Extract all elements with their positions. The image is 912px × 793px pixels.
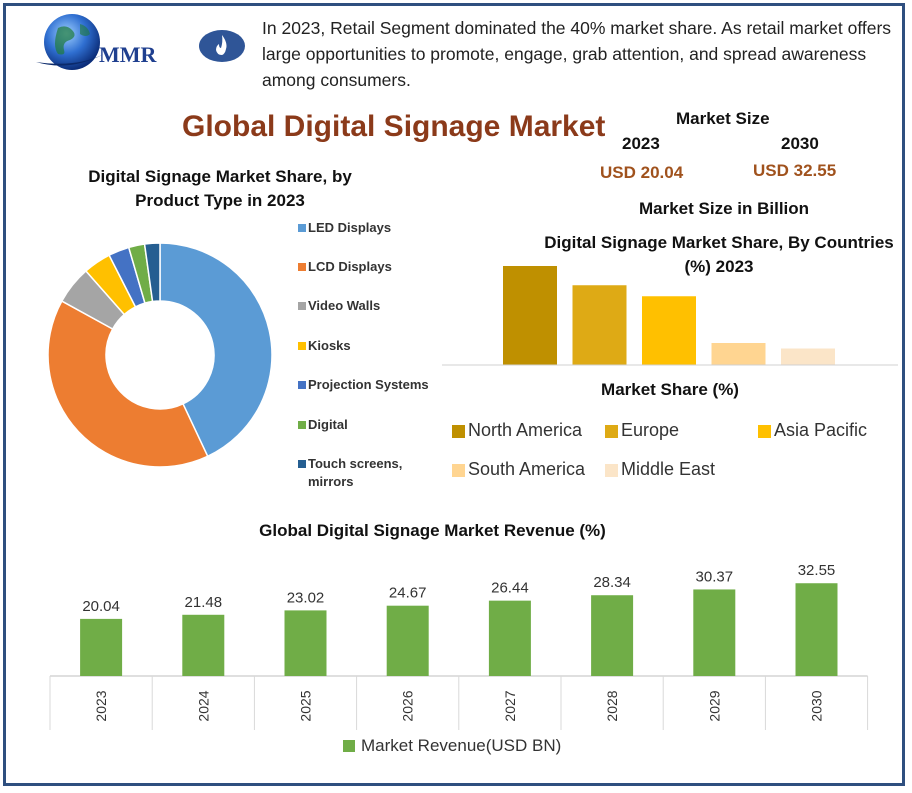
market-size-value-2030: USD 32.55 bbox=[753, 161, 837, 180]
donut-legend-label-led-displays: LED Displays bbox=[308, 220, 392, 235]
revenue-data-label-2023: 20.04 bbox=[82, 598, 120, 615]
revenue-tick-label-2028: 2028 bbox=[604, 690, 620, 721]
donut-chart-title: Digital Signage Market Share, by Product… bbox=[88, 167, 352, 210]
revenue-bar-2030 bbox=[795, 583, 838, 676]
donut-legend-label-video-walls: Video Walls bbox=[308, 298, 381, 313]
donut-legend-label-digital: Digital bbox=[308, 417, 348, 432]
donut-legend-swatch-kiosks bbox=[298, 342, 306, 350]
donut-legend-swatch-video-walls bbox=[298, 302, 306, 310]
market-size-year-2030: 2030 bbox=[781, 134, 819, 153]
donut-legend-swatch-led-displays bbox=[298, 224, 306, 232]
donut-legend-swatch-projection-systems bbox=[298, 381, 306, 389]
country-legend-swatch-europe bbox=[605, 425, 618, 438]
intro-text: In 2023, Retail Segment dominated the 40… bbox=[262, 18, 892, 90]
country-bar-north-america bbox=[503, 266, 557, 365]
donut-legend-swatch-lcd-displays bbox=[298, 263, 306, 271]
donut-slice-touch-screens-mirrors bbox=[143, 242, 161, 303]
revenue-data-label-2029: 30.37 bbox=[696, 568, 734, 585]
revenue-legend-swatch bbox=[343, 740, 355, 752]
country-bar-south-america bbox=[711, 343, 766, 365]
donut-slice-lcd-displays bbox=[47, 300, 209, 468]
revenue-tick-label-2024: 2024 bbox=[195, 690, 211, 721]
country-legend-label-south-america: South America bbox=[468, 459, 586, 479]
flame-icon bbox=[199, 30, 245, 62]
revenue-tick-label-2023: 2023 bbox=[93, 690, 109, 721]
revenue-tick-label-2025: 2025 bbox=[298, 690, 314, 721]
globe-logo-icon bbox=[36, 14, 104, 70]
revenue-tick-label-2026: 2026 bbox=[400, 690, 416, 721]
revenue-bar-chart: 20.04 2023 21.48 2024 23.02 2025 24.67 2026 26.4… bbox=[49, 562, 869, 730]
country-legend-swatch-north-america bbox=[452, 425, 465, 438]
country-legend-swatch-south-america bbox=[452, 464, 465, 477]
revenue-data-label-2028: 28.34 bbox=[593, 574, 631, 591]
revenue-bar-2025 bbox=[284, 610, 327, 676]
revenue-data-label-2026: 24.67 bbox=[389, 585, 427, 602]
country-legend-label-asia-pacific: Asia Pacific bbox=[774, 420, 868, 440]
revenue-bar-2029 bbox=[693, 589, 736, 676]
donut-legend-label-kiosks: Kiosks bbox=[308, 338, 351, 353]
infographic-frame bbox=[3, 3, 905, 786]
country-bar-middle-east bbox=[781, 348, 835, 365]
main-title: Global Digital Signage Market bbox=[182, 110, 606, 143]
revenue-chart-title: Global Digital Signage Market Revenue (%… bbox=[259, 521, 606, 540]
market-size-year-2023: 2023 bbox=[622, 134, 660, 153]
revenue-tick-label-2030: 2030 bbox=[809, 690, 825, 721]
country-legend-label-north-america: North America bbox=[468, 420, 583, 440]
donut-legend-label-touch-screens-mirrors: Touch screens, mirrors bbox=[308, 456, 403, 489]
market-size-title: Market Size bbox=[676, 109, 770, 128]
donut-legend-swatch-touch-screens-mirrors bbox=[298, 460, 306, 468]
revenue-tick-label-2027: 2027 bbox=[502, 690, 518, 721]
donut-slice-led-displays bbox=[159, 242, 273, 458]
country-bar-asia-pacific bbox=[642, 296, 696, 365]
logo-text: MMR bbox=[99, 42, 157, 67]
revenue-tick-label-2029: 2029 bbox=[706, 690, 722, 721]
revenue-data-label-2024: 21.48 bbox=[185, 594, 223, 611]
revenue-bar-2023 bbox=[80, 618, 123, 676]
revenue-bar-2028 bbox=[591, 595, 634, 676]
country-bar-chart bbox=[442, 266, 898, 366]
country-chart-xlabel: Market Share (%) bbox=[601, 380, 739, 399]
revenue-data-label-2025: 23.02 bbox=[287, 589, 325, 606]
country-legend-swatch-asia-pacific bbox=[758, 425, 771, 438]
country-legend-label-europe: Europe bbox=[621, 420, 680, 440]
donut-legend-label-lcd-displays: LCD Displays bbox=[308, 259, 392, 274]
country-chart-title: Digital Signage Market Share, By Countri… bbox=[544, 233, 894, 276]
revenue-bar-2026 bbox=[386, 605, 429, 676]
donut-chart bbox=[47, 242, 273, 468]
revenue-bar-2024 bbox=[182, 614, 225, 676]
country-bar-europe bbox=[572, 285, 627, 365]
revenue-bar-2027 bbox=[488, 600, 531, 676]
donut-legend-label-projection-systems: Projection Systems bbox=[308, 377, 429, 392]
revenue-data-label-2027: 26.44 bbox=[491, 580, 529, 597]
revenue-legend-label: Market Revenue(USD BN) bbox=[361, 736, 562, 755]
market-size-caption: Market Size in Billion bbox=[639, 199, 810, 218]
country-legend-swatch-middle-east bbox=[605, 464, 618, 477]
donut-legend-swatch-digital bbox=[298, 421, 306, 429]
country-legend-label-middle-east: Middle East bbox=[621, 459, 716, 479]
revenue-data-label-2030: 32.55 bbox=[798, 562, 836, 579]
market-size-value-2023: USD 20.04 bbox=[600, 163, 684, 182]
